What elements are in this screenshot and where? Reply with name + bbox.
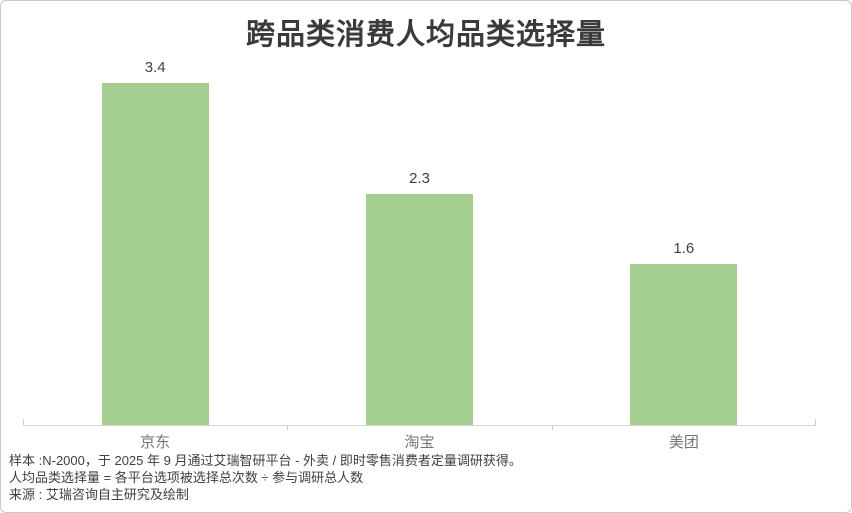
bar-group: 2.3 xyxy=(287,51,551,425)
category-label: 美团 xyxy=(668,433,699,451)
bar-value-label: 2.3 xyxy=(409,170,430,187)
category-label: 淘宝 xyxy=(404,433,435,451)
axis-tick xyxy=(287,426,289,430)
x-axis-category-labels: 京东 淘宝 美团 xyxy=(23,431,816,452)
bar-group: 1.6 xyxy=(552,51,816,425)
bar-value-label: 3.4 xyxy=(144,59,166,76)
bar-value-label: 1.6 xyxy=(673,240,695,257)
x-axis-line xyxy=(23,419,816,430)
bar xyxy=(630,264,738,425)
footnote-definition-line: 人均品类选择量 = 各平台选项被选择总次数 ÷ 参与调研总人数 xyxy=(9,470,364,485)
axis-tick xyxy=(23,419,24,425)
chart-title: 跨品类消费人均品类选择量 xyxy=(245,17,606,51)
bar-group: 3.4 xyxy=(23,51,287,425)
plot-area: 3.4 2.3 1.6 xyxy=(23,51,816,425)
footnote-sample-line: 样本 :N-2000，于 2025 年 9 月通过艾瑞智研平台 - 外卖 / 即… xyxy=(9,453,522,468)
footnote-source-line: 来源 : 艾瑞咨询自主研究及绘制 xyxy=(9,487,189,502)
bar-series: 3.4 2.3 1.6 xyxy=(23,51,816,425)
axis-tick xyxy=(815,419,816,425)
bar xyxy=(101,83,209,425)
category-label: 京东 xyxy=(140,433,171,451)
axis-tick xyxy=(551,426,553,430)
footnote: 样本 :N-2000，于 2025 年 9 月通过艾瑞智研平台 - 外卖 / 即… xyxy=(9,452,839,503)
bar xyxy=(365,194,473,425)
